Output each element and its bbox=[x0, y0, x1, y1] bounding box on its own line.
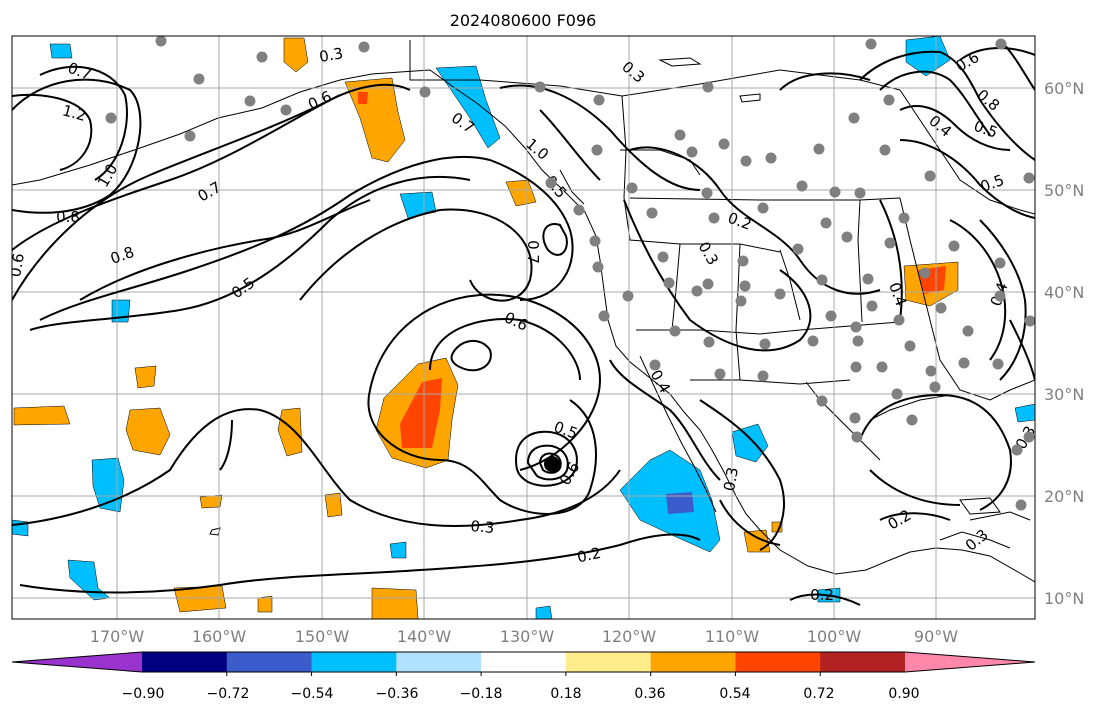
latitude-labels: 60°N 50°N 40°N 30°N 20°N 10°N bbox=[1044, 79, 1084, 608]
map-panel: 0.3 0.7 1.2 1.0 0.8 0.6 0.7 0.8 0.5 0.6 … bbox=[6, 36, 1035, 619]
contour-label: 1.2 bbox=[60, 101, 88, 125]
colorbar-segment bbox=[311, 652, 397, 672]
colorbar-segment bbox=[142, 652, 228, 672]
station-markers bbox=[105, 36, 1035, 511]
strong-negative-fields bbox=[666, 492, 694, 514]
lon-label: 100°W bbox=[807, 627, 862, 646]
lon-label: 150°W bbox=[295, 627, 350, 646]
colorbar-ticks: −0.90 −0.72 −0.54 −0.36 −0.18 0.18 0.36 … bbox=[122, 686, 920, 702]
lon-label: 170°W bbox=[90, 627, 145, 646]
lon-label: 140°W bbox=[397, 627, 452, 646]
colorbar-tick-label: −0.54 bbox=[291, 686, 334, 702]
colorbar-tick-label: 0.36 bbox=[634, 686, 665, 702]
colorbar-tick-label: 0.72 bbox=[803, 686, 834, 702]
colorbar-segment bbox=[396, 652, 482, 672]
colorbar-tick-label: −0.90 bbox=[122, 686, 165, 702]
colorbar-segment bbox=[12, 652, 142, 672]
colorbar-tick-label: −0.36 bbox=[376, 686, 419, 702]
colorbar-outline bbox=[11, 651, 1036, 673]
lat-label: 10°N bbox=[1044, 589, 1084, 608]
lat-label: 60°N bbox=[1044, 79, 1084, 98]
contour-label: 0.3 bbox=[470, 517, 495, 537]
colorbar-segment bbox=[905, 652, 1035, 672]
lon-label: 130°W bbox=[500, 627, 555, 646]
contour-label: 0.3 bbox=[720, 466, 742, 493]
storm-center-marker bbox=[544, 456, 560, 472]
strong-positive-fields bbox=[358, 92, 946, 448]
contour-label: 0.3 bbox=[318, 44, 345, 66]
lon-label: 90°W bbox=[914, 627, 958, 646]
colorbar-tick-label: 0.54 bbox=[719, 686, 750, 702]
colorbar-segment bbox=[650, 652, 736, 672]
lat-label: 20°N bbox=[1044, 487, 1084, 506]
lon-label: 110°W bbox=[705, 627, 760, 646]
lat-label: 50°N bbox=[1044, 181, 1084, 200]
contour-label: 0.2 bbox=[810, 586, 834, 604]
colorbar-tick-label: 0.18 bbox=[550, 686, 581, 702]
lat-label: 30°N bbox=[1044, 385, 1084, 404]
colorbar-tick-label: −0.72 bbox=[207, 686, 250, 702]
contour-label: 0.2 bbox=[575, 544, 602, 567]
colorbar-segment bbox=[481, 652, 567, 672]
lon-label: 160°W bbox=[192, 627, 247, 646]
lat-label: 40°N bbox=[1044, 283, 1084, 302]
contour-label: 0.7 bbox=[524, 240, 542, 264]
lon-label: 120°W bbox=[602, 627, 657, 646]
colorbar-segment bbox=[226, 652, 313, 672]
colorbar-tick-label: −0.18 bbox=[460, 686, 503, 702]
colorbar-tick-label: 0.90 bbox=[888, 686, 919, 702]
colorbar-segment bbox=[565, 652, 652, 672]
colorbar-segment bbox=[735, 652, 821, 672]
map-title: 2024080600 F096 bbox=[450, 11, 597, 30]
contour-label: 0.8 bbox=[56, 208, 80, 226]
colorbar-segment bbox=[820, 652, 906, 672]
contour-lines bbox=[12, 39, 1035, 606]
colorbar bbox=[11, 651, 1036, 676]
map-frame bbox=[11, 35, 1036, 620]
contour-label: 0.6 bbox=[6, 252, 28, 279]
longitude-labels: 170°W 160°W 150°W 140°W 130°W 120°W 110°… bbox=[90, 627, 958, 646]
